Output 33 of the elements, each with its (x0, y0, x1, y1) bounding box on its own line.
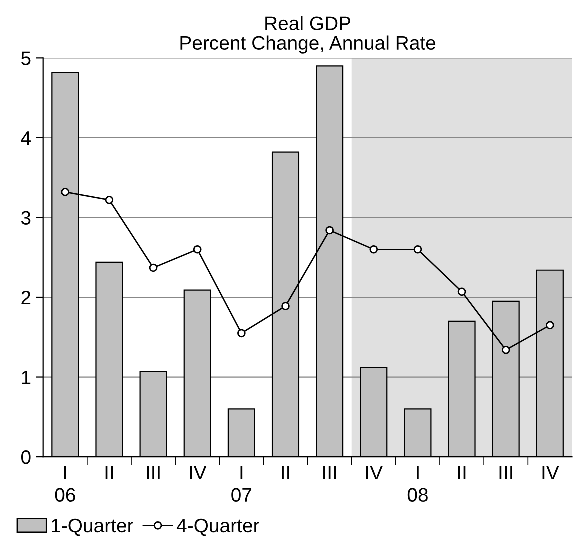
point (502, 346, 510, 354)
y-tick-label: 0 (21, 450, 31, 464)
y-tick-label: 5 (22, 52, 31, 66)
point (238, 329, 246, 338)
y-tick-label: 3 (21, 211, 31, 225)
point (414, 245, 422, 254)
point (546, 321, 554, 330)
point (282, 302, 290, 310)
x-tick-label: III (147, 466, 160, 480)
legend-label: 1-Quarter (52, 518, 134, 536)
point (61, 188, 70, 196)
point (458, 288, 466, 296)
x-tick-label: II (458, 466, 466, 480)
x-tick-label: IV (366, 466, 383, 480)
x-tick-label: III (500, 466, 512, 480)
x-tick-label: II (106, 466, 114, 480)
y-tick-label: 2 (22, 290, 31, 305)
y-tick-label: 1 (22, 370, 31, 384)
x-tick-label: IV (542, 466, 560, 480)
x-tick-label: III (324, 466, 336, 480)
x-tick-label: IV (190, 466, 207, 480)
x-tick-label: I 06 (55, 466, 76, 502)
point (149, 264, 158, 272)
x-tick-label: I 07 (232, 466, 252, 502)
chart-title: Real GDP Percent Change, Annual Rate (180, 16, 436, 54)
x-tick-label: I 08 (408, 466, 428, 502)
legend-label: 4-Quarter (176, 518, 260, 536)
point (370, 245, 378, 254)
point (193, 245, 202, 254)
point (326, 226, 334, 235)
point (105, 196, 114, 204)
y-tick-label: 4 (21, 132, 31, 145)
x-tick-label: II (282, 466, 290, 480)
